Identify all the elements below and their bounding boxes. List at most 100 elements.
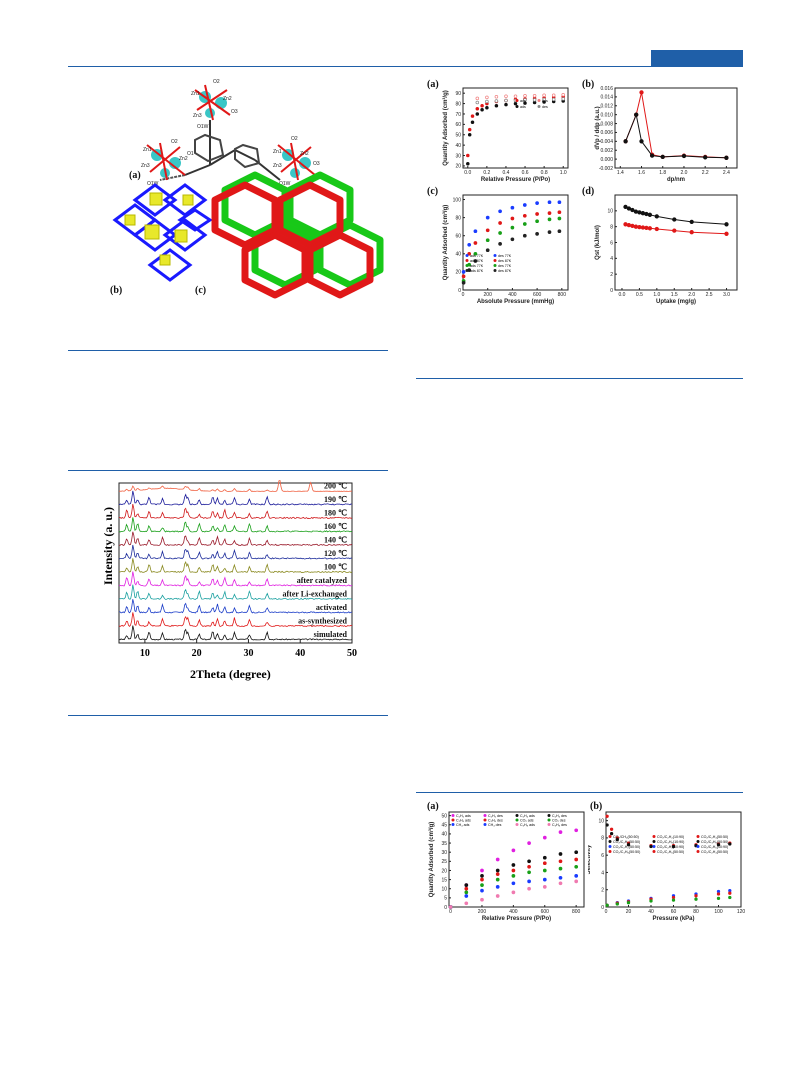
data-point [461, 270, 466, 274]
data-point [605, 903, 609, 907]
y-axis-label: Qst (kJ/mol) [595, 225, 601, 260]
legend-entry: CO₂/CH₄(50:50) [613, 835, 639, 839]
data-point [504, 102, 508, 107]
data-point [511, 890, 516, 895]
data-point [681, 153, 687, 159]
x-tick-label: 0.0 [618, 292, 625, 298]
legend-entry: ads 77K [470, 254, 484, 258]
y-tick-label: 40 [455, 252, 461, 258]
atom-label: Zn2 [179, 156, 188, 162]
data-point [473, 259, 478, 263]
data-point [694, 897, 698, 901]
data-point [630, 223, 635, 229]
data-point [605, 823, 609, 827]
atom-label: Zn2 [300, 151, 309, 157]
data-point [654, 226, 659, 232]
network-b: (b) [110, 183, 213, 296]
legend-marker [465, 259, 469, 262]
data-point [542, 868, 547, 873]
x-tick-label: 60 [671, 909, 677, 915]
pxrd-trace [118, 612, 353, 628]
y-tick-label: 90 [455, 91, 461, 97]
data-point [640, 225, 646, 230]
pxrd-trace [118, 544, 353, 560]
legend-marker [451, 823, 455, 826]
legend-entry: des 77K [498, 254, 512, 258]
y-tick-label: 45 [441, 823, 447, 829]
y-tick-label: 10 [441, 887, 447, 893]
data-point [728, 891, 732, 895]
chart-h2-isotherm: (c) 0 200 400 600 800 0 20 40 60 80 100 Absolute Pre… [427, 186, 569, 305]
data-point [551, 93, 556, 98]
data-point [464, 901, 469, 906]
x-tick-label: 0 [449, 909, 452, 915]
data-point [523, 101, 527, 105]
y-tick-label: 0.006 [600, 130, 613, 136]
data-point [498, 221, 502, 225]
panel-tag: (b) [590, 801, 602, 812]
legend-marker [493, 264, 497, 267]
data-point [510, 225, 515, 230]
series-line [625, 206, 727, 225]
pxrd-trace-label: after Li-exchanged [282, 590, 347, 599]
data-point [716, 843, 721, 847]
pxrd-chart: simulated as-synthesized activated after Li… [101, 479, 357, 681]
data-point [639, 90, 644, 95]
pxrd-trace-label: 160 ℃ [324, 522, 347, 531]
x-tick-label: 1.6 [638, 170, 645, 176]
data-point [547, 211, 552, 215]
pxrd-trace-label: after catalyzed [297, 576, 348, 585]
header-rule [68, 66, 743, 67]
data-point [480, 897, 484, 902]
data-point [633, 209, 639, 214]
data-point [522, 213, 527, 218]
data-point [470, 114, 475, 118]
pxrd-trace-label: simulated [314, 630, 348, 639]
data-point [660, 154, 665, 160]
legend-entry: ads [520, 105, 526, 109]
data-point [716, 892, 721, 896]
legend-marker [493, 259, 497, 262]
legend-entry: CO₂/C₂H₂(10:90) [657, 835, 684, 839]
x-tick-label: 800 [558, 292, 567, 298]
data-point [605, 814, 609, 818]
legend-entry: ads 87K [470, 269, 484, 273]
data-point [574, 828, 579, 833]
legend-entry: CO₂/C₃H₈(50:50) [701, 840, 728, 844]
data-point [609, 827, 614, 831]
y-tick-label: 100 [453, 197, 462, 203]
x-axis-label: dp/nm [667, 177, 685, 183]
legend-entry: C₃H₈ des [552, 823, 567, 827]
pxrd-trace-label: 140 ℃ [324, 536, 347, 545]
network-c: (c) [195, 171, 384, 299]
data-point [527, 841, 531, 845]
data-point [574, 850, 579, 855]
legend-entry: des 77K [498, 264, 512, 268]
data-point [498, 231, 502, 235]
pxrd-trace [118, 531, 353, 547]
legend-marker [515, 814, 519, 817]
data-point [574, 857, 579, 862]
data-point [511, 863, 516, 867]
pxrd-trace-label: 120 ℃ [324, 549, 347, 558]
x-tick-label: 40 [648, 909, 654, 915]
data-point [671, 898, 676, 902]
y-tick-label: 0 [601, 905, 604, 911]
y-tick-label: 0.016 [600, 86, 613, 92]
data-point [498, 242, 502, 246]
data-point [557, 229, 562, 234]
panel-tag-a: (a) [129, 170, 141, 181]
data-point [542, 97, 546, 102]
data-point [557, 200, 562, 205]
y-tick-label: 20 [455, 270, 461, 276]
panel-tag: (a) [427, 79, 439, 90]
y-tick-label: 0 [458, 288, 461, 294]
legend-entry: C₂H₄ ads [520, 814, 535, 818]
pxrd-trace [118, 479, 353, 492]
y-tick-label: 15 [441, 877, 447, 883]
coordination-environment: O2 Zn1 Zn2 O3 Zn3 O1W O2 Zn1 Zn2 O1 Zn3 … [129, 79, 320, 187]
pxrd-trace [118, 517, 353, 533]
data-point [461, 280, 466, 285]
legend-entry: CO₂/C₂H₆(50:50) [657, 850, 684, 854]
y-tick-label: 8 [601, 836, 604, 842]
